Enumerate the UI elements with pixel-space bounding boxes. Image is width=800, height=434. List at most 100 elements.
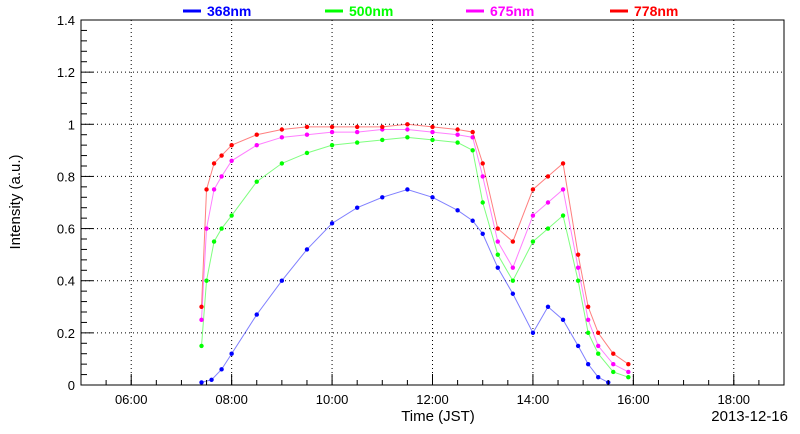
data-point: [199, 317, 204, 323]
data-point: [480, 200, 485, 205]
data-point: [219, 153, 224, 158]
y-tick-label: 0.8: [57, 169, 75, 184]
data-point: [304, 124, 310, 130]
data-point: [254, 142, 259, 148]
data-point: [405, 122, 410, 127]
data-point: [329, 221, 335, 226]
x-tick-label: 10:00: [316, 392, 349, 407]
data-point: [430, 124, 435, 130]
data-point: [545, 200, 551, 205]
data-point: [626, 369, 631, 375]
data-point: [585, 361, 591, 367]
data-point: [455, 140, 460, 145]
data-point: [199, 304, 204, 309]
data-point: [405, 187, 410, 192]
data-point: [405, 135, 410, 140]
data-point: [455, 208, 460, 213]
data-point: [204, 226, 209, 231]
data-point: [611, 369, 616, 375]
data-point: [254, 312, 259, 317]
series-line: [201, 136, 629, 378]
data-point: [545, 226, 551, 231]
data-point: [304, 132, 310, 137]
data-point: [510, 291, 516, 296]
data-point: [585, 330, 591, 336]
data-point: [470, 148, 475, 153]
data-point: [229, 351, 234, 356]
data-point: [480, 161, 485, 166]
data-point: [329, 142, 335, 148]
data-point: [545, 304, 551, 309]
legend-label: 500nm: [349, 3, 393, 19]
data-point: [380, 124, 385, 130]
data-point: [279, 135, 285, 140]
data-point: [219, 174, 224, 179]
data-point: [560, 213, 566, 218]
axes: 0 0.2 0.4 0.6 0.8 1 1.2 1.4 06:00 08:00 10:00 12:00…: [57, 13, 785, 407]
data-point: [204, 278, 209, 283]
data-point: [229, 213, 234, 218]
data-point: [510, 265, 516, 270]
data-point: [219, 226, 224, 231]
data-point: [530, 330, 536, 336]
data-point: [585, 317, 591, 323]
y-tick-label: 1.2: [57, 65, 75, 80]
data-point: [575, 252, 581, 257]
data-point: [455, 127, 460, 132]
legend-label: 368nm: [207, 3, 251, 19]
data-point: [470, 218, 475, 223]
data-point: [596, 343, 601, 349]
x-tick-label: 06:00: [115, 392, 148, 407]
data-point: [329, 129, 335, 135]
y-tick-label: 1.4: [57, 13, 75, 28]
series-500nm: [199, 135, 631, 380]
data-point: [354, 129, 360, 135]
x-tick-label: 14:00: [517, 392, 550, 407]
data-point: [530, 213, 536, 218]
data-point: [510, 239, 516, 244]
data-point: [480, 174, 485, 179]
grid: [81, 20, 784, 385]
data-point: [430, 129, 435, 135]
x-tick-label: 18:00: [718, 392, 751, 407]
data-point: [560, 187, 566, 192]
series-778nm: [199, 122, 631, 367]
y-tick-label: 0: [68, 378, 75, 393]
data-point: [626, 374, 631, 380]
data-point: [354, 124, 360, 130]
x-axis-title: Time (JST): [401, 408, 475, 425]
data-point: [304, 247, 310, 252]
legend-label: 675nm: [490, 3, 534, 19]
y-tick-label: 0.2: [57, 326, 75, 341]
data-point: [470, 129, 475, 135]
data-point: [430, 137, 435, 143]
data-point: [560, 317, 566, 323]
data-point: [254, 179, 259, 184]
data-point: [575, 265, 581, 270]
legend-label: 778nm: [634, 3, 678, 19]
data-point: [211, 161, 217, 166]
data-point: [254, 132, 259, 137]
data-point: [480, 231, 485, 236]
data-point: [209, 377, 214, 382]
data-point: [530, 187, 536, 192]
date-label: 2013-12-16: [711, 408, 788, 425]
data-point: [626, 361, 631, 367]
data-point: [545, 174, 551, 179]
data-series: [199, 122, 631, 385]
data-point: [596, 374, 601, 380]
data-point: [279, 161, 285, 166]
data-point: [329, 124, 335, 130]
data-point: [219, 367, 224, 372]
data-point: [199, 380, 204, 385]
data-point: [575, 343, 581, 349]
data-point: [596, 351, 601, 356]
y-tick-label: 1: [68, 117, 75, 132]
x-tick-label: 08:00: [215, 392, 248, 407]
x-tick-label: 12:00: [416, 392, 449, 407]
data-point: [575, 278, 581, 283]
data-point: [495, 226, 500, 231]
data-point: [354, 140, 360, 145]
series-368nm: [199, 187, 611, 385]
